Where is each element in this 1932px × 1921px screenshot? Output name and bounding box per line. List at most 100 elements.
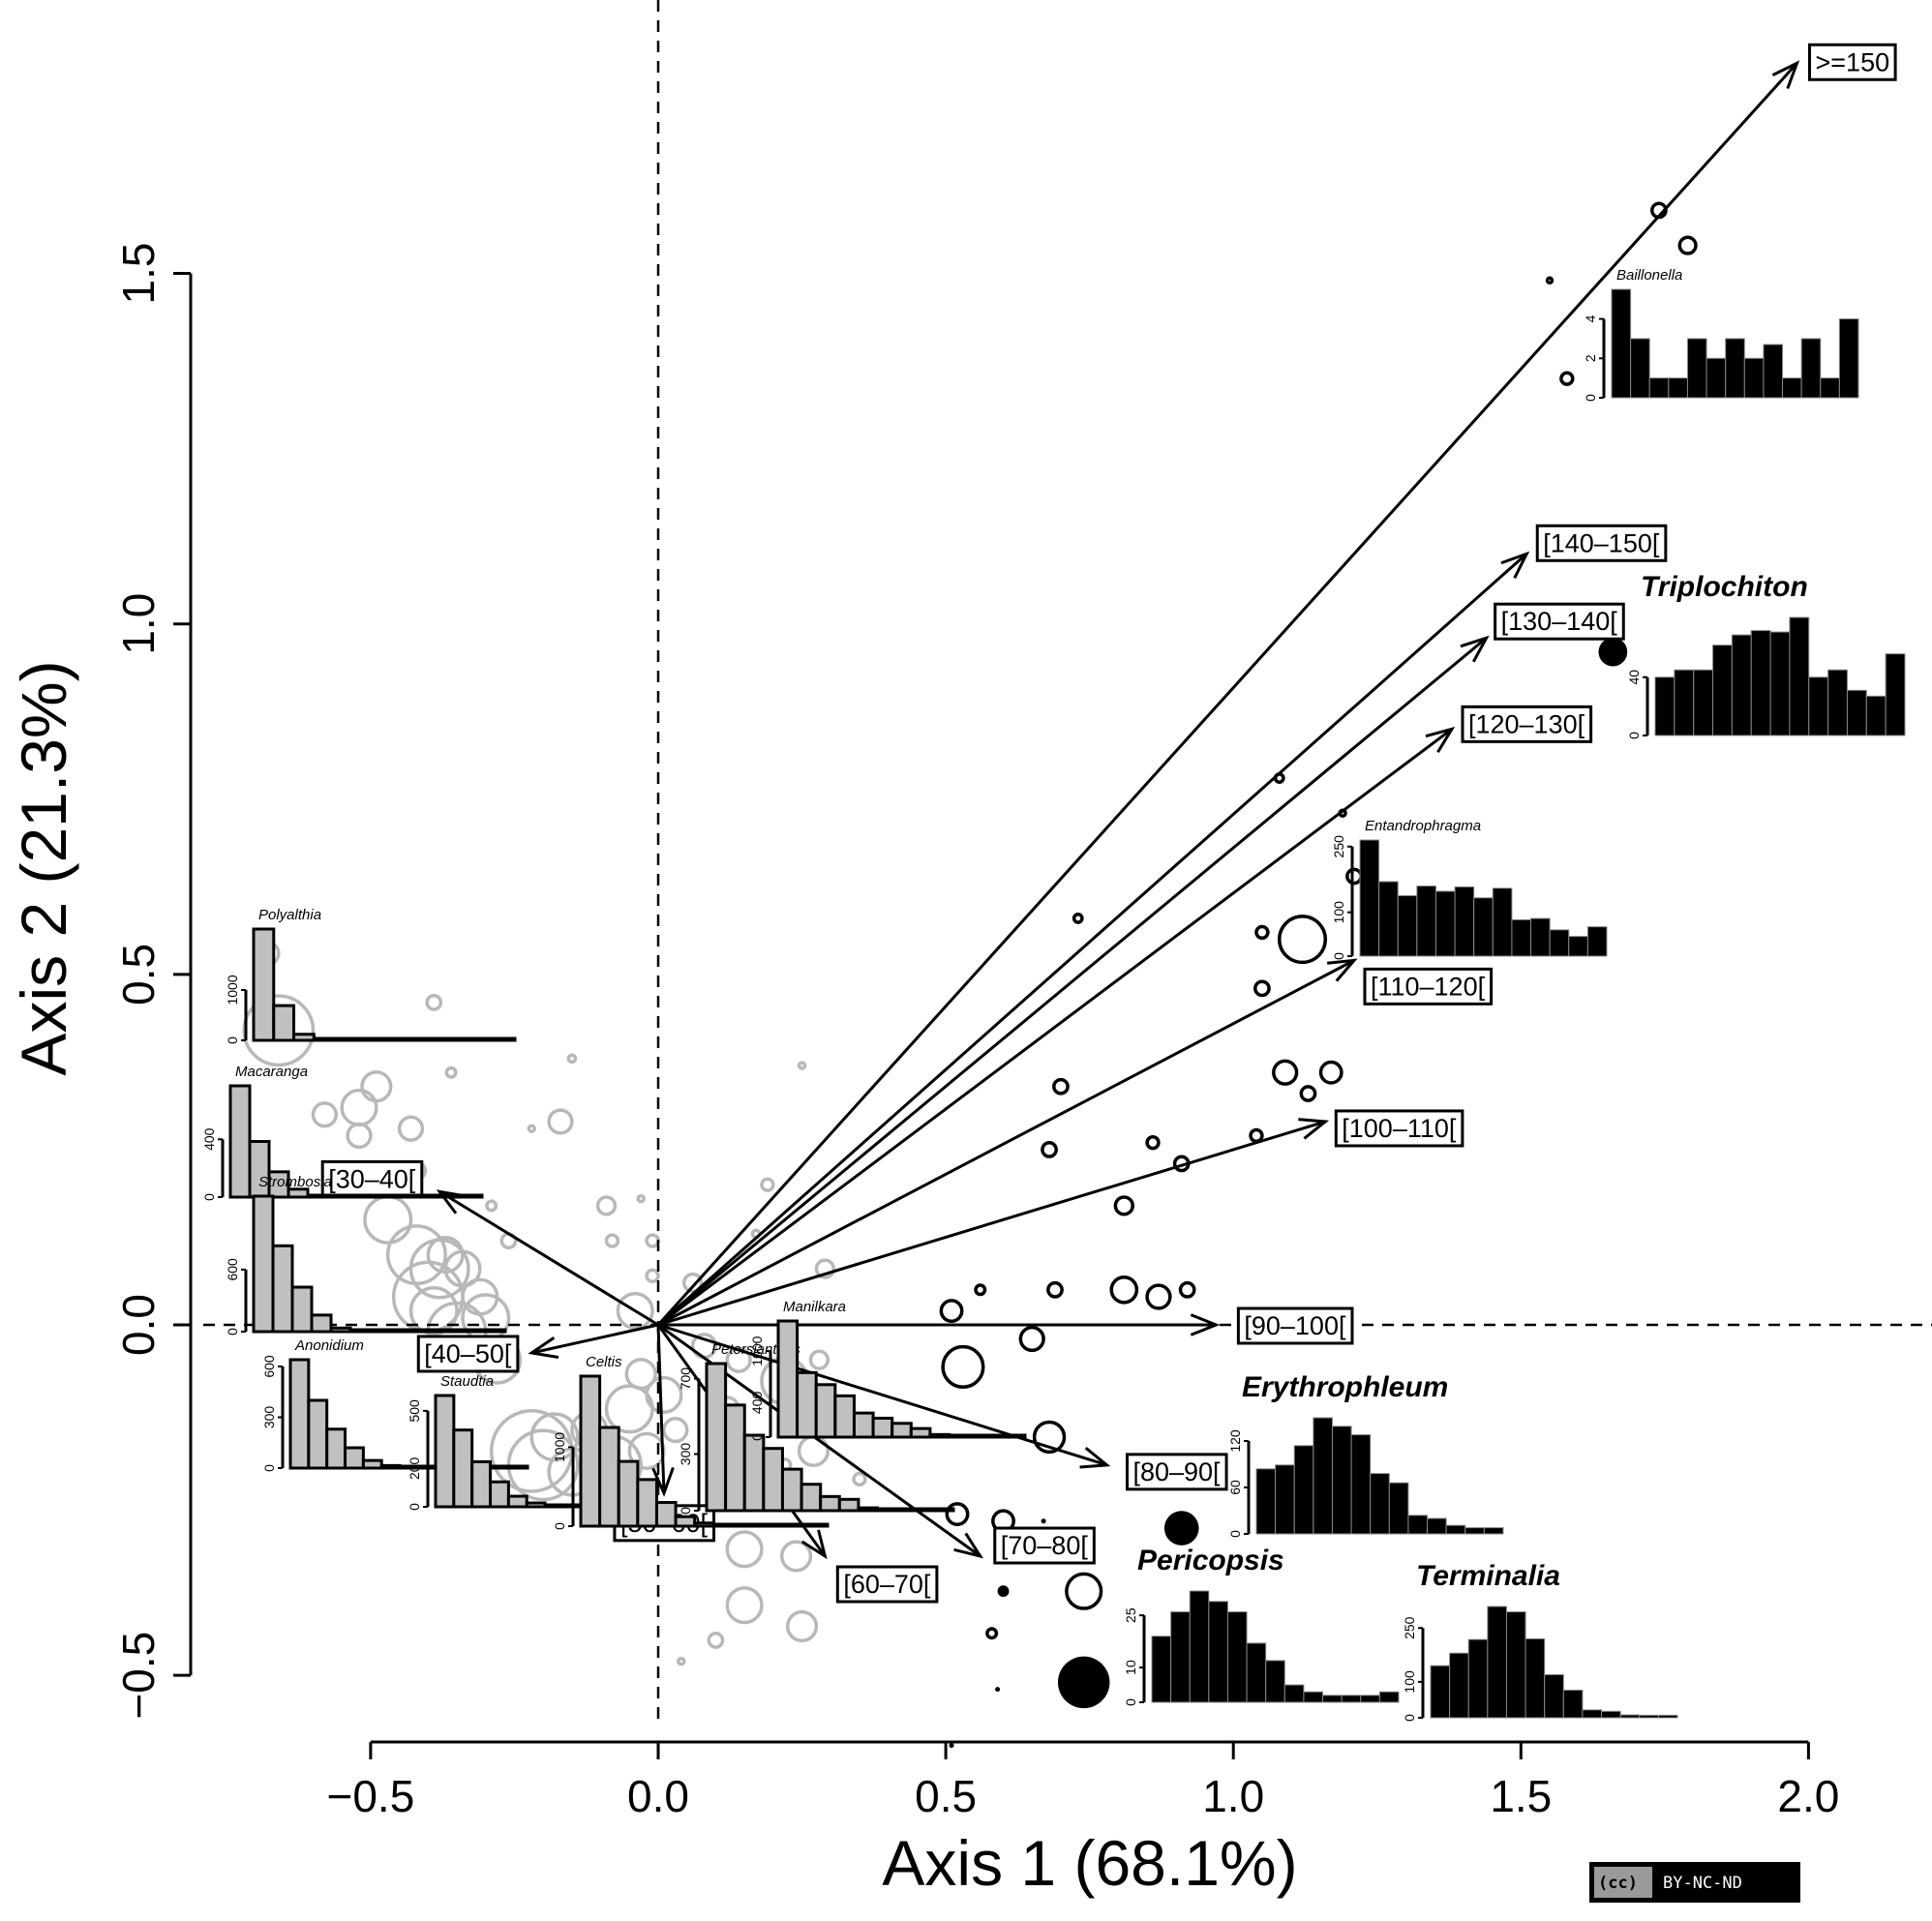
gray-point <box>645 1233 660 1248</box>
histogram-bar <box>1562 1689 1584 1719</box>
histogram-bar <box>1582 1709 1603 1719</box>
histogram-bar <box>364 1193 387 1199</box>
histogram-bar <box>598 1426 620 1528</box>
gray-point <box>616 1291 654 1331</box>
gray-point <box>645 1268 660 1283</box>
x-tick-label: 2.0 <box>1777 1771 1839 1821</box>
histogram-y-tick-label: 400 <box>749 1392 765 1415</box>
histogram-bar <box>426 1328 449 1334</box>
histogram-bar <box>412 1036 437 1042</box>
arrow-label: [130–140[ <box>1501 607 1618 636</box>
histogram-bar <box>788 1522 810 1528</box>
y-tick-label: 0.5 <box>113 944 164 1006</box>
black-open-point <box>1145 1283 1172 1310</box>
histogram-y-tick-label: 120 <box>1227 1429 1243 1453</box>
arrow-shaft <box>657 1120 1326 1327</box>
gray-point <box>311 1101 338 1128</box>
histogram-bar <box>1846 689 1867 736</box>
histogram-bar <box>1350 1434 1372 1535</box>
histogram-bar <box>1639 1714 1659 1719</box>
histogram-y-tick-label: 0 <box>1402 1714 1417 1722</box>
histogram-bar <box>806 1522 830 1528</box>
histogram-bar <box>1619 1714 1641 1719</box>
license-text: BY-NC-ND <box>1663 1874 1742 1893</box>
histogram-bar <box>1654 676 1675 736</box>
arrow-label: [90–100[ <box>1244 1311 1346 1340</box>
histogram-bar <box>814 1383 837 1439</box>
histogram-y-tick-label: 0 <box>407 1503 422 1511</box>
histogram-bar <box>287 1187 310 1199</box>
arrow-shaft <box>438 1190 659 1327</box>
gray-point <box>707 1632 725 1649</box>
arrowhead-icon <box>1298 1118 1330 1140</box>
arrow-label: >=150 <box>1816 47 1890 76</box>
x-tick-label: 1.5 <box>1490 1771 1552 1821</box>
histogram-bar <box>1838 318 1859 399</box>
histogram-bar <box>1505 1611 1526 1719</box>
gray-point <box>725 1346 752 1373</box>
histogram-bar <box>1731 634 1752 736</box>
histogram-bar <box>387 1328 410 1334</box>
histogram-bar <box>252 927 276 1042</box>
histogram-bar <box>361 1458 383 1470</box>
histogram-bar <box>392 1036 416 1042</box>
gray-point <box>566 1053 578 1065</box>
gray-point <box>797 1061 807 1070</box>
x-tick-label: 0.0 <box>627 1771 689 1821</box>
arrow-label-frame <box>1494 602 1625 641</box>
gray-point <box>408 1285 459 1336</box>
black-open-point <box>974 1283 987 1297</box>
histogram-inset: 0 40 Triplochiton <box>1626 571 1906 739</box>
black-open-point <box>1277 915 1328 965</box>
histogram-bar <box>762 1447 784 1513</box>
black-open-point <box>941 1344 985 1390</box>
histogram-y-tick-label: 250 <box>1331 835 1346 858</box>
black-open-point <box>1113 1195 1134 1216</box>
histogram-bar <box>228 1084 252 1199</box>
black-open-point <box>1299 1085 1317 1102</box>
histogram-bar <box>1686 338 1707 399</box>
histogram-bar <box>472 1036 497 1042</box>
histogram-bar <box>453 1036 476 1042</box>
arrow-label-frame <box>1125 1453 1228 1491</box>
histogram-y-tick-label: 500 <box>407 1399 422 1423</box>
gray-point <box>385 1224 447 1286</box>
histogram-bar <box>332 1036 356 1042</box>
histogram-bar <box>1630 338 1650 399</box>
arrow-label-box: [130–140[ <box>1494 602 1625 641</box>
histogram-inset: 0 100 250 Terminalia <box>1402 1560 1678 1722</box>
arrow-shaft <box>656 62 1798 1327</box>
histogram-y-tick-label: 0 <box>225 1036 240 1044</box>
gray-point <box>527 1124 537 1133</box>
gray-point <box>604 1233 620 1248</box>
black-filled-point <box>995 1687 1001 1693</box>
histogram-bar <box>891 1422 913 1439</box>
histogram-bar <box>852 1411 875 1439</box>
histogram-bar <box>325 1427 347 1470</box>
histogram-bar <box>1313 1417 1333 1535</box>
histogram-bar <box>894 1507 918 1513</box>
arrow-label: [30–40[ <box>328 1164 416 1193</box>
histogram-bar <box>837 1497 860 1513</box>
histogram-bar <box>1255 1468 1277 1535</box>
gray-point <box>636 1193 646 1204</box>
histogram-inset: 0 100 250 Entandrophragma <box>1331 818 1608 960</box>
black-points-layer <box>939 201 1698 1749</box>
histogram-y-tick-label: 100 <box>1331 901 1346 924</box>
histogram-bar <box>1586 926 1608 957</box>
histogram-bar <box>1246 1642 1267 1703</box>
histogram-bar <box>1820 377 1840 399</box>
histogram-title: Terminalia <box>1416 1560 1560 1592</box>
arrow-label: [60–70[ <box>843 1570 931 1599</box>
arrow-label-frame <box>1535 524 1668 562</box>
gray-point <box>662 1417 689 1444</box>
histogram-bar <box>1808 676 1829 736</box>
arrowhead-icon <box>953 1532 984 1559</box>
histogram-bar <box>403 1193 426 1199</box>
histogram-bar <box>507 1464 529 1470</box>
y-tick-label: 0.0 <box>113 1294 164 1356</box>
gray-point <box>397 1115 425 1142</box>
histogram-y-tick-label: 0 <box>1626 732 1642 739</box>
histogram-bar <box>617 1459 640 1528</box>
